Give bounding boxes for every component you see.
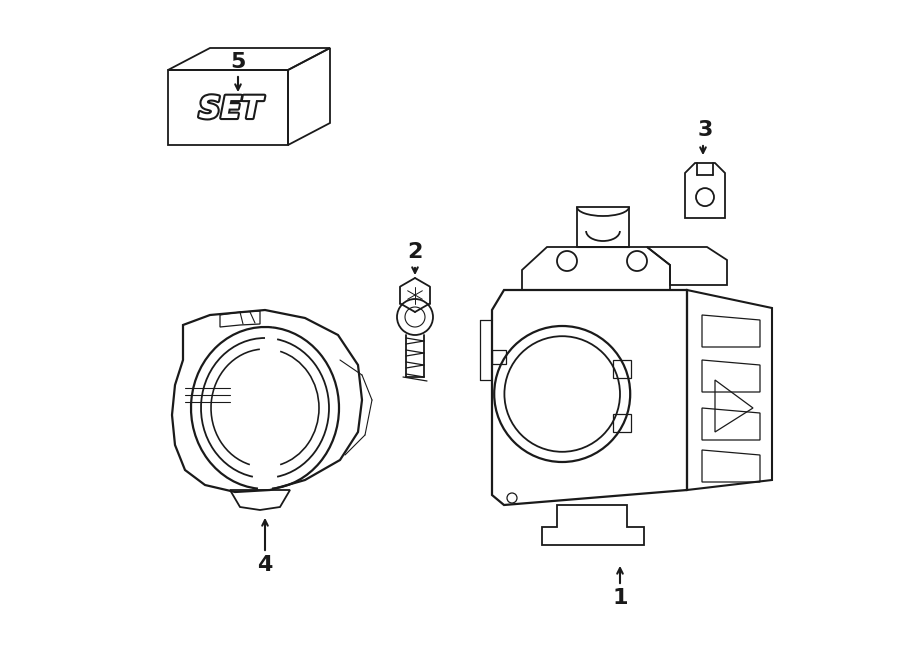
Text: 1: 1 xyxy=(612,588,628,608)
Text: 4: 4 xyxy=(257,555,273,575)
Text: 2: 2 xyxy=(408,242,423,262)
Text: 3: 3 xyxy=(698,120,713,140)
Text: SET: SET xyxy=(199,95,262,124)
Text: 5: 5 xyxy=(230,52,246,72)
